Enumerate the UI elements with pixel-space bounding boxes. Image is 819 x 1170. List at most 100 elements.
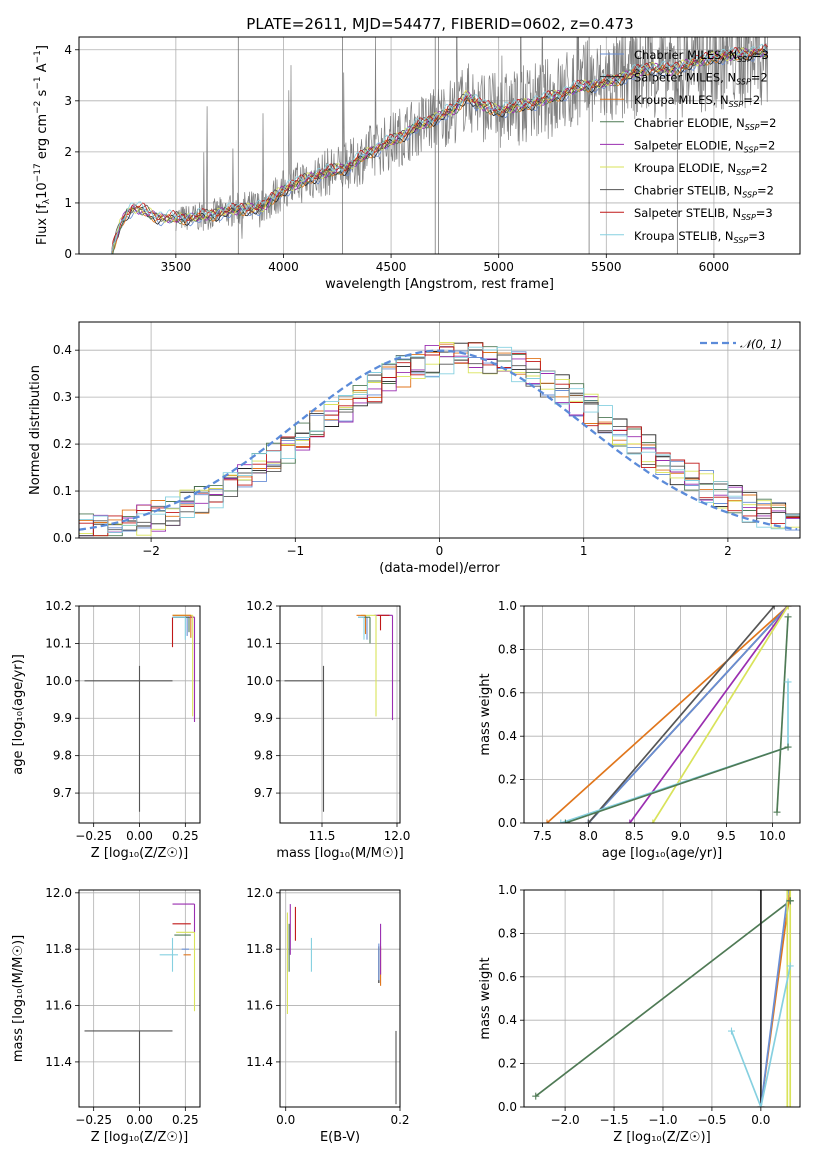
legend-n: =3 [752, 48, 769, 62]
axes-frame [78, 605, 201, 824]
grid [280, 890, 401, 1107]
x-tick-label: 0.00 [126, 829, 153, 843]
plot-area [110, 37, 769, 254]
x-axis-label: Z [log₁₀(Z/Z☉)] [91, 846, 188, 861]
weight-marker-chabrier_elodie [532, 1092, 540, 1100]
x-tick-label: −2.0 [551, 1113, 580, 1127]
y-label-part: −2 [33, 101, 43, 114]
y-tick-label: 11.4 [45, 1055, 72, 1069]
legend-label: Salpeter MILES, NSSP=2 [634, 71, 768, 87]
weight-marker-kroupa_elodie [649, 819, 657, 823]
x-axis-label: Z [log₁₀(Z/Z☉)] [91, 1130, 188, 1145]
y-tick-label: 10.2 [45, 599, 72, 613]
y-tick-label: 10.1 [45, 636, 72, 650]
x-tick-label: 5000 [483, 260, 514, 274]
y-tick-label: 12.0 [246, 886, 273, 900]
axes-mass_vs_Z: −0.25 0.00 0.25 11.4 11.6 11.8 12.0 Z [log₁₀(Z/… [11, 886, 201, 1145]
weight-line-chabrier_elodie [565, 746, 789, 823]
weight-marker-chabrier_stelib [584, 819, 592, 823]
plot-area [532, 890, 794, 1107]
weight-marker-chabrier_elodie [786, 897, 794, 905]
figure-title: PLATE=2611, MJD=54477, FIBERID=0602, z=0… [246, 15, 633, 33]
axes-massweight_vs_age: 7.5 8.0 8.5 9.0 9.5 10.0 0.0 0.2 0.4 0.6 0.8 1.0 age… [478, 599, 801, 861]
axes-residuals: −2 −1 0 1 2 0.0 0.1 0.2 0.3 0.4 (data-model)/error… [28, 321, 801, 576]
weight-line-kroupa_miles [546, 606, 789, 823]
legend-sub: SSP [734, 236, 749, 245]
legend-name: Chabrier STELIB, N [634, 184, 742, 198]
y-tick-label: 0.2 [498, 773, 517, 787]
legend-name: Salpeter MILES, N [634, 71, 736, 85]
y-tick-label: 9.8 [254, 749, 273, 763]
legend-name: Kroupa MILES, N [634, 93, 729, 107]
plot-area [79, 341, 800, 538]
y-tick-label: 9.9 [254, 711, 273, 725]
y-axis-label: mass [log₁₀(M/M☉)] [11, 935, 26, 1062]
legend-label: Chabrier ELODIE, NSSP=2 [634, 116, 776, 132]
legend-n: =2 [758, 138, 775, 152]
y-label-part: −17 [33, 163, 43, 182]
y-tick-label: 11.6 [45, 999, 72, 1013]
axes-mass_vs_EBV: 0.0 0.2 11.4 11.6 11.8 12.0 E(B-V) [246, 886, 409, 1145]
y-tick-label: 1 [64, 196, 72, 210]
y-tick-label: 4 [64, 43, 72, 57]
weight-marker-kroupa_elodie [786, 890, 794, 894]
x-tick-label: −0.25 [75, 1113, 112, 1127]
x-tick-label: −2 [142, 544, 160, 558]
axes-massweight_vs_Z: −2.0 −1.5 −1.0 −0.5 0.0 0.0 0.2 0.4 0.6 0.8 1.0 Z [… [478, 883, 801, 1145]
x-tick-label: −1.0 [648, 1113, 677, 1127]
weight-line-salpeter_elodie [629, 606, 789, 823]
y-label-part: −1 [33, 76, 43, 89]
plot-area [286, 904, 397, 1105]
plot-area [543, 606, 792, 823]
x-axis-label: E(B-V) [320, 1130, 360, 1145]
y-tick-label: 11.8 [45, 942, 72, 956]
legend-label: Kroupa STELIB, NSSP=3 [634, 229, 765, 245]
x-tick-label: 0.25 [172, 829, 199, 843]
y-axis-label: age [log₁₀(age/yr)] [11, 654, 26, 775]
legend-label: Chabrier MILES, NSSP=3 [634, 48, 769, 64]
x-tick-label: 4500 [376, 260, 407, 274]
model-spectrum-salpeter_elodie [110, 48, 768, 254]
weight-marker-kroupa_stelib [757, 1103, 765, 1107]
x-axis-label: Z [log₁₀(Z/Z☉)] [613, 1130, 710, 1145]
legend-name: Chabrier MILES, N [634, 48, 737, 62]
y-label-part: 10 [35, 182, 50, 199]
axes-spectrum: 3500 4000 4500 5000 5500 6000 0 1 2 3 4 wavelength … [33, 36, 801, 292]
legend-sub: SSP [736, 78, 751, 87]
model-spectrum-kroupa_stelib [110, 43, 768, 254]
x-axis-label: age [log₁₀(age/yr)] [602, 846, 723, 861]
axes-frame [523, 889, 801, 1108]
legend-sub: SSP [729, 100, 744, 109]
legend-sub: SSP [745, 123, 760, 132]
weight-line-kroupa_stelib [560, 682, 789, 823]
weight-marker-kroupa_elodie [783, 890, 791, 894]
weight-line-kroupa_stelib [730, 965, 792, 1107]
legend-label: Kroupa MILES, NSSP=2 [634, 93, 760, 109]
y-tick-label: 2 [64, 145, 72, 159]
axes-frame [78, 321, 801, 539]
normal-curve [79, 349, 798, 531]
x-tick-label: 0.25 [172, 1113, 199, 1127]
weight-marker-chabrier_miles [784, 890, 792, 894]
x-tick-label: 11.5 [309, 829, 336, 843]
y-tick-label: 1.0 [498, 883, 517, 897]
x-tick-label: 10.0 [759, 829, 786, 843]
y-axis-label: mass weight [478, 957, 493, 1039]
weight-marker-salpeter_elodie [626, 819, 634, 823]
y-tick-label: 10.0 [246, 674, 273, 688]
weight-marker-kroupa_stelib [784, 678, 792, 686]
y-label-part: ] [35, 45, 50, 50]
x-tick-label: −0.25 [75, 829, 112, 843]
weight-marker-kroupa_elodie [784, 606, 792, 610]
legend-name: Salpeter STELIB, N [634, 206, 741, 220]
y-tick-label: 0.4 [498, 729, 517, 743]
legend-sub: SSP [736, 168, 751, 177]
model-spectrum-chabrier_stelib [110, 45, 768, 254]
x-axis-label: mass [log₁₀(M/M☉)] [276, 846, 403, 861]
y-tick-label: 0.0 [498, 816, 517, 830]
legend-name: Chabrier ELODIE, N [634, 116, 745, 130]
x-tick-label: 12.0 [384, 829, 411, 843]
plot-area [84, 614, 196, 812]
y-tick-label: 0 [64, 247, 72, 261]
